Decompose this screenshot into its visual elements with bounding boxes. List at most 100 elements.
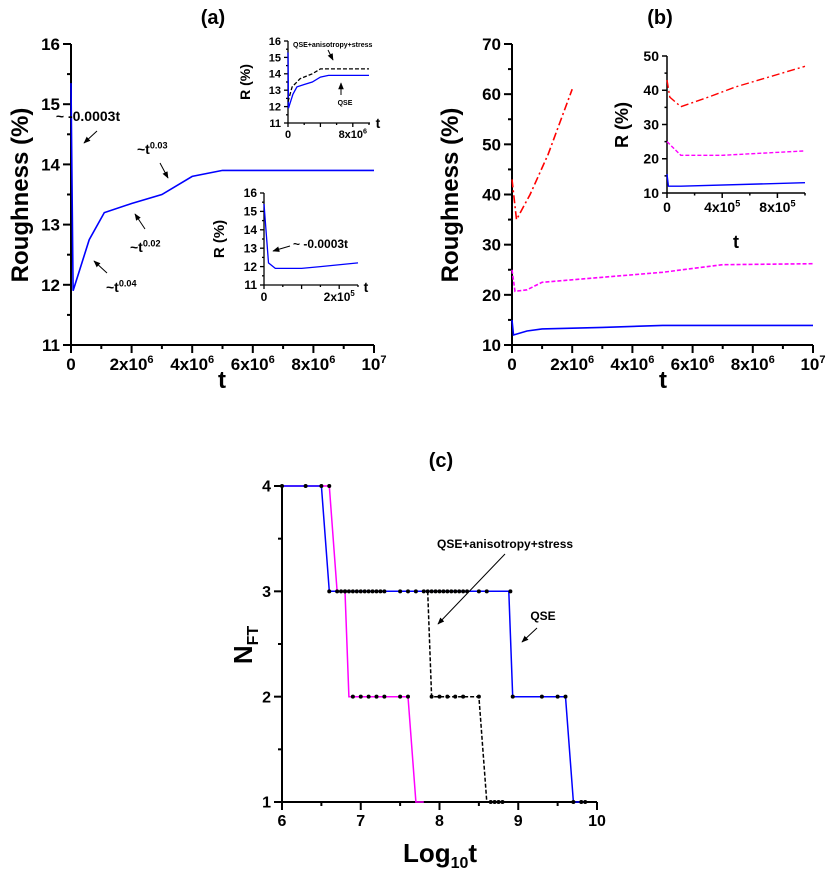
y-tick-label: 60 [482,85,501,104]
data-point-marker [280,484,284,488]
y-tick-label: 12 [269,101,281,113]
annotation-arrow [521,627,538,643]
data-point-marker [500,800,505,804]
y-axis-title: R (%) [211,220,228,258]
y-tick-label: 10 [643,185,659,201]
data-point-marker [429,589,434,594]
data-point-marker [484,589,489,594]
data-point-marker [508,589,513,594]
y-axis-title: R (%) [612,102,632,148]
panel-label: (b) [647,7,673,29]
inset-b: 10 20 30 40 50 0 4x105 8x105 R (%) t [612,48,806,252]
annotation-qse: QSE [530,609,555,623]
y-tick-label: 14 [244,223,258,237]
inset-a-bottom: 11 12 13 14 15 16 0 2x105 R (%) t ~ -0.0003t [211,186,369,304]
data-point-marker [488,800,493,804]
y-tick-label: 10 [482,336,501,355]
series-line-blue [511,319,813,337]
b-inset-plot: 10 20 30 40 50 0 4x105 8x105 [643,48,806,215]
x-tick-label: 8 [435,813,444,830]
data-point-marker [510,694,515,699]
data-point-marker [461,589,466,594]
data-point-marker [362,589,367,594]
y-tick-label: 1 [262,795,271,812]
x-tick-label: 8x105 [759,198,795,215]
b-plot: 10 20 30 40 50 60 70 0 2x106 4x106 6x106 8x106 107 [482,35,825,374]
x-tick-label: 8x106 [731,354,775,374]
data-point-marker [358,589,363,594]
x-axis-title: t [659,367,667,394]
y-tick-label: 4 [262,479,271,496]
y-tick-label: 16 [244,186,258,200]
panel-label: (c) [429,450,453,472]
data-point-marker [445,694,450,699]
x-tick-label: 4x105 [704,198,740,215]
y-tick-label: 12 [244,260,258,274]
y-tick-label: 40 [482,185,501,204]
series-line-qse [287,52,369,109]
data-point-marker [327,484,332,488]
y-tick-label: 11 [244,278,257,292]
y-tick-label: 16 [269,36,281,48]
annotation-qse-anisotropy-stress: QSE+anisotropy+stress [293,42,372,49]
y-tick-label: 13 [244,241,258,255]
data-point-marker [303,484,308,488]
series-line-qse [70,83,374,292]
x-tick-label: 6x106 [671,354,715,374]
y-axis-title: Roughness (%) [437,108,464,283]
y-axis-title: Roughness (%) [7,108,34,283]
series-line-red [511,88,573,223]
data-point-marker [382,694,387,699]
series-line-red [666,65,806,108]
data-point-marker [437,694,442,699]
y-tick-label: 50 [643,48,659,64]
x-tick-label: 2x106 [550,354,594,374]
x-axis-title: t [376,115,381,131]
y-tick-label: 11 [42,336,60,355]
series-line-blue [666,174,806,187]
data-point-marker [476,589,481,594]
y-tick-label: 40 [643,82,659,98]
inset-a-top: 11 12 13 14 15 16 0 8x106 R (%) t QSE+anisotropy+s… [237,36,381,141]
y-tick-label: 30 [643,116,659,132]
x-tick-label: 0 [507,355,516,374]
annotation-t004: ~t0.04 [106,278,137,295]
y-axis-title: R (%) [237,64,253,100]
data-point-marker [555,694,560,699]
series-line-magenta [511,262,814,293]
y-tick-label: 12 [41,276,60,295]
data-point-marker [370,589,375,594]
x-tick-label: 7 [356,813,365,830]
y-tick-label: 11 [269,118,281,130]
annotation-qse: QSE [338,100,353,107]
annotation-arrow [134,213,146,230]
x-tick-label: 0 [663,199,671,215]
data-point-marker [374,694,379,699]
data-point-marker [343,589,347,594]
x-tick-label: 2x106 [110,354,154,374]
data-point-marker [398,589,403,594]
data-point-marker [374,589,379,594]
x-axis-title: t [218,367,226,394]
a-inset-top-plot: 11 12 13 14 15 16 0 8x106 [269,36,370,141]
x-tick-label: 6x106 [231,354,275,374]
x-tick-label: 8x106 [291,354,335,374]
panel-c: (c) 1 2 3 4 6 7 8 9 10 NFT Log10t QSE+anisotropy+str… [228,450,606,872]
x-tick-label: 0 [261,290,268,304]
data-point-marker [382,589,387,594]
x-tick-label: 0 [285,129,291,141]
series-line-magenta [666,141,806,156]
y-tick-label: 70 [482,35,501,54]
y-tick-label: 14 [41,155,60,174]
annotation-linear: ~ -0.0003t [293,237,348,251]
data-point-marker [563,694,568,699]
data-point-marker [413,589,418,594]
series-line-qse [282,485,586,803]
data-point-marker [445,589,450,594]
data-point-marker [366,694,371,699]
annotation-arrow [83,130,98,144]
annotation-t003: ~t0.03 [137,140,168,157]
data-point-marker [335,589,340,594]
data-point-marker [354,589,359,594]
data-point-marker [461,694,466,699]
